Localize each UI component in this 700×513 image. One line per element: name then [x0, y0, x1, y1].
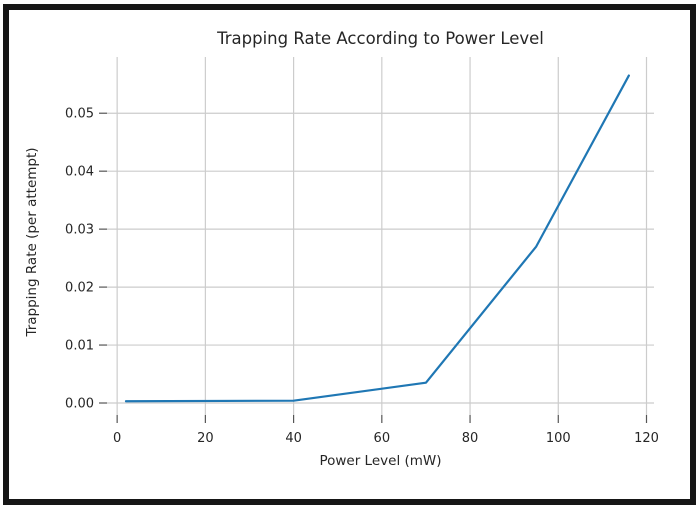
- x-tick-label: 80: [462, 431, 479, 446]
- x-tick-label: 60: [374, 431, 391, 446]
- data-line: [124, 74, 630, 403]
- x-tick-label: 100: [546, 431, 571, 446]
- x-tick-label: 120: [634, 431, 659, 446]
- x-tick-label: 0: [113, 431, 121, 446]
- figure-frame: [3, 4, 696, 505]
- chart-title: Trapping Rate According to Power Level: [217, 29, 544, 48]
- y-tick-label: 0.02: [65, 281, 94, 296]
- x-axis-label: Power Level (mW): [319, 453, 442, 469]
- y-tick-label: 0.00: [65, 397, 94, 412]
- y-tick-label: 0.04: [65, 165, 94, 180]
- y-tick-label: 0.03: [65, 223, 94, 238]
- x-tick-label: 40: [285, 431, 302, 446]
- x-tick-label: 20: [197, 431, 214, 446]
- y-tick-label: 0.01: [65, 339, 94, 354]
- y-axis-label: Trapping Rate (per attempt): [24, 147, 40, 337]
- y-tick-label: 0.05: [65, 107, 94, 122]
